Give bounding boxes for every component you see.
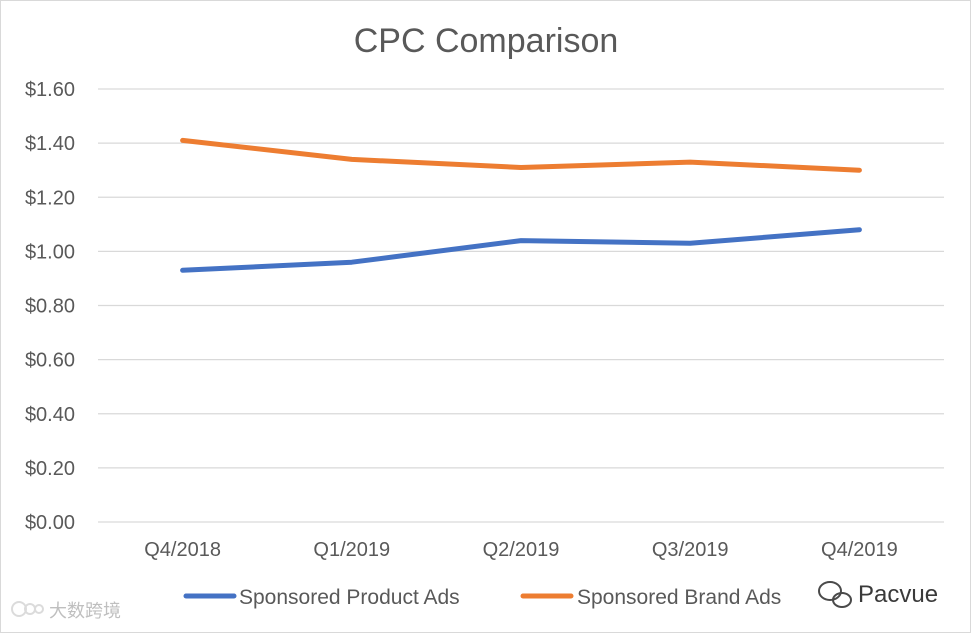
legend: Sponsored Product Ads Sponsored Brand Ads — [183, 586, 781, 609]
y-tick-label: $0.20 — [25, 458, 75, 480]
watermark-left: 大数跨境 — [11, 601, 121, 621]
wechat-icon — [818, 581, 852, 608]
y-tick-label: $0.40 — [25, 404, 75, 426]
series-line-sponsored-brand-ads — [180, 137, 862, 173]
gridlines — [98, 88, 944, 523]
y-tick-label: $0.00 — [25, 512, 75, 534]
watermark-right: Pacvue — [818, 581, 938, 608]
chart-title: CPC Comparison — [354, 22, 619, 60]
series-line-sponsored-product-ads — [180, 227, 862, 273]
y-tick-label: $0.80 — [25, 296, 75, 318]
x-tick-label: Q3/2019 — [652, 539, 729, 561]
y-tick-label: $1.40 — [25, 133, 75, 155]
y-tick-label: $1.20 — [25, 187, 75, 209]
y-tick-label: $1.00 — [25, 241, 75, 263]
logo-icon — [11, 601, 44, 617]
x-tick-label: Q2/2019 — [483, 539, 560, 561]
y-tick-label: $0.60 — [25, 350, 75, 372]
brand-name: Pacvue — [858, 581, 938, 608]
legend-label: Sponsored Product Ads — [239, 586, 460, 609]
x-tick-label: Q4/2019 — [821, 539, 898, 561]
y-axis-ticks: $0.00 $0.20 $0.40 $0.60 $0.80 $1.00 $1.20 $1.40… — [25, 79, 75, 534]
x-tick-label: Q1/2019 — [313, 539, 390, 561]
series-lines — [180, 137, 862, 273]
legend-label: Sponsored Brand Ads — [577, 586, 781, 609]
x-tick-label: Q4/2018 — [144, 539, 221, 561]
x-axis-ticks: Q4/2018 Q1/2019 Q2/2019 Q3/2019 Q4/2019 — [144, 539, 898, 561]
y-tick-label: $1.60 — [25, 79, 75, 101]
watermark-text: 大数跨境 — [49, 601, 121, 621]
